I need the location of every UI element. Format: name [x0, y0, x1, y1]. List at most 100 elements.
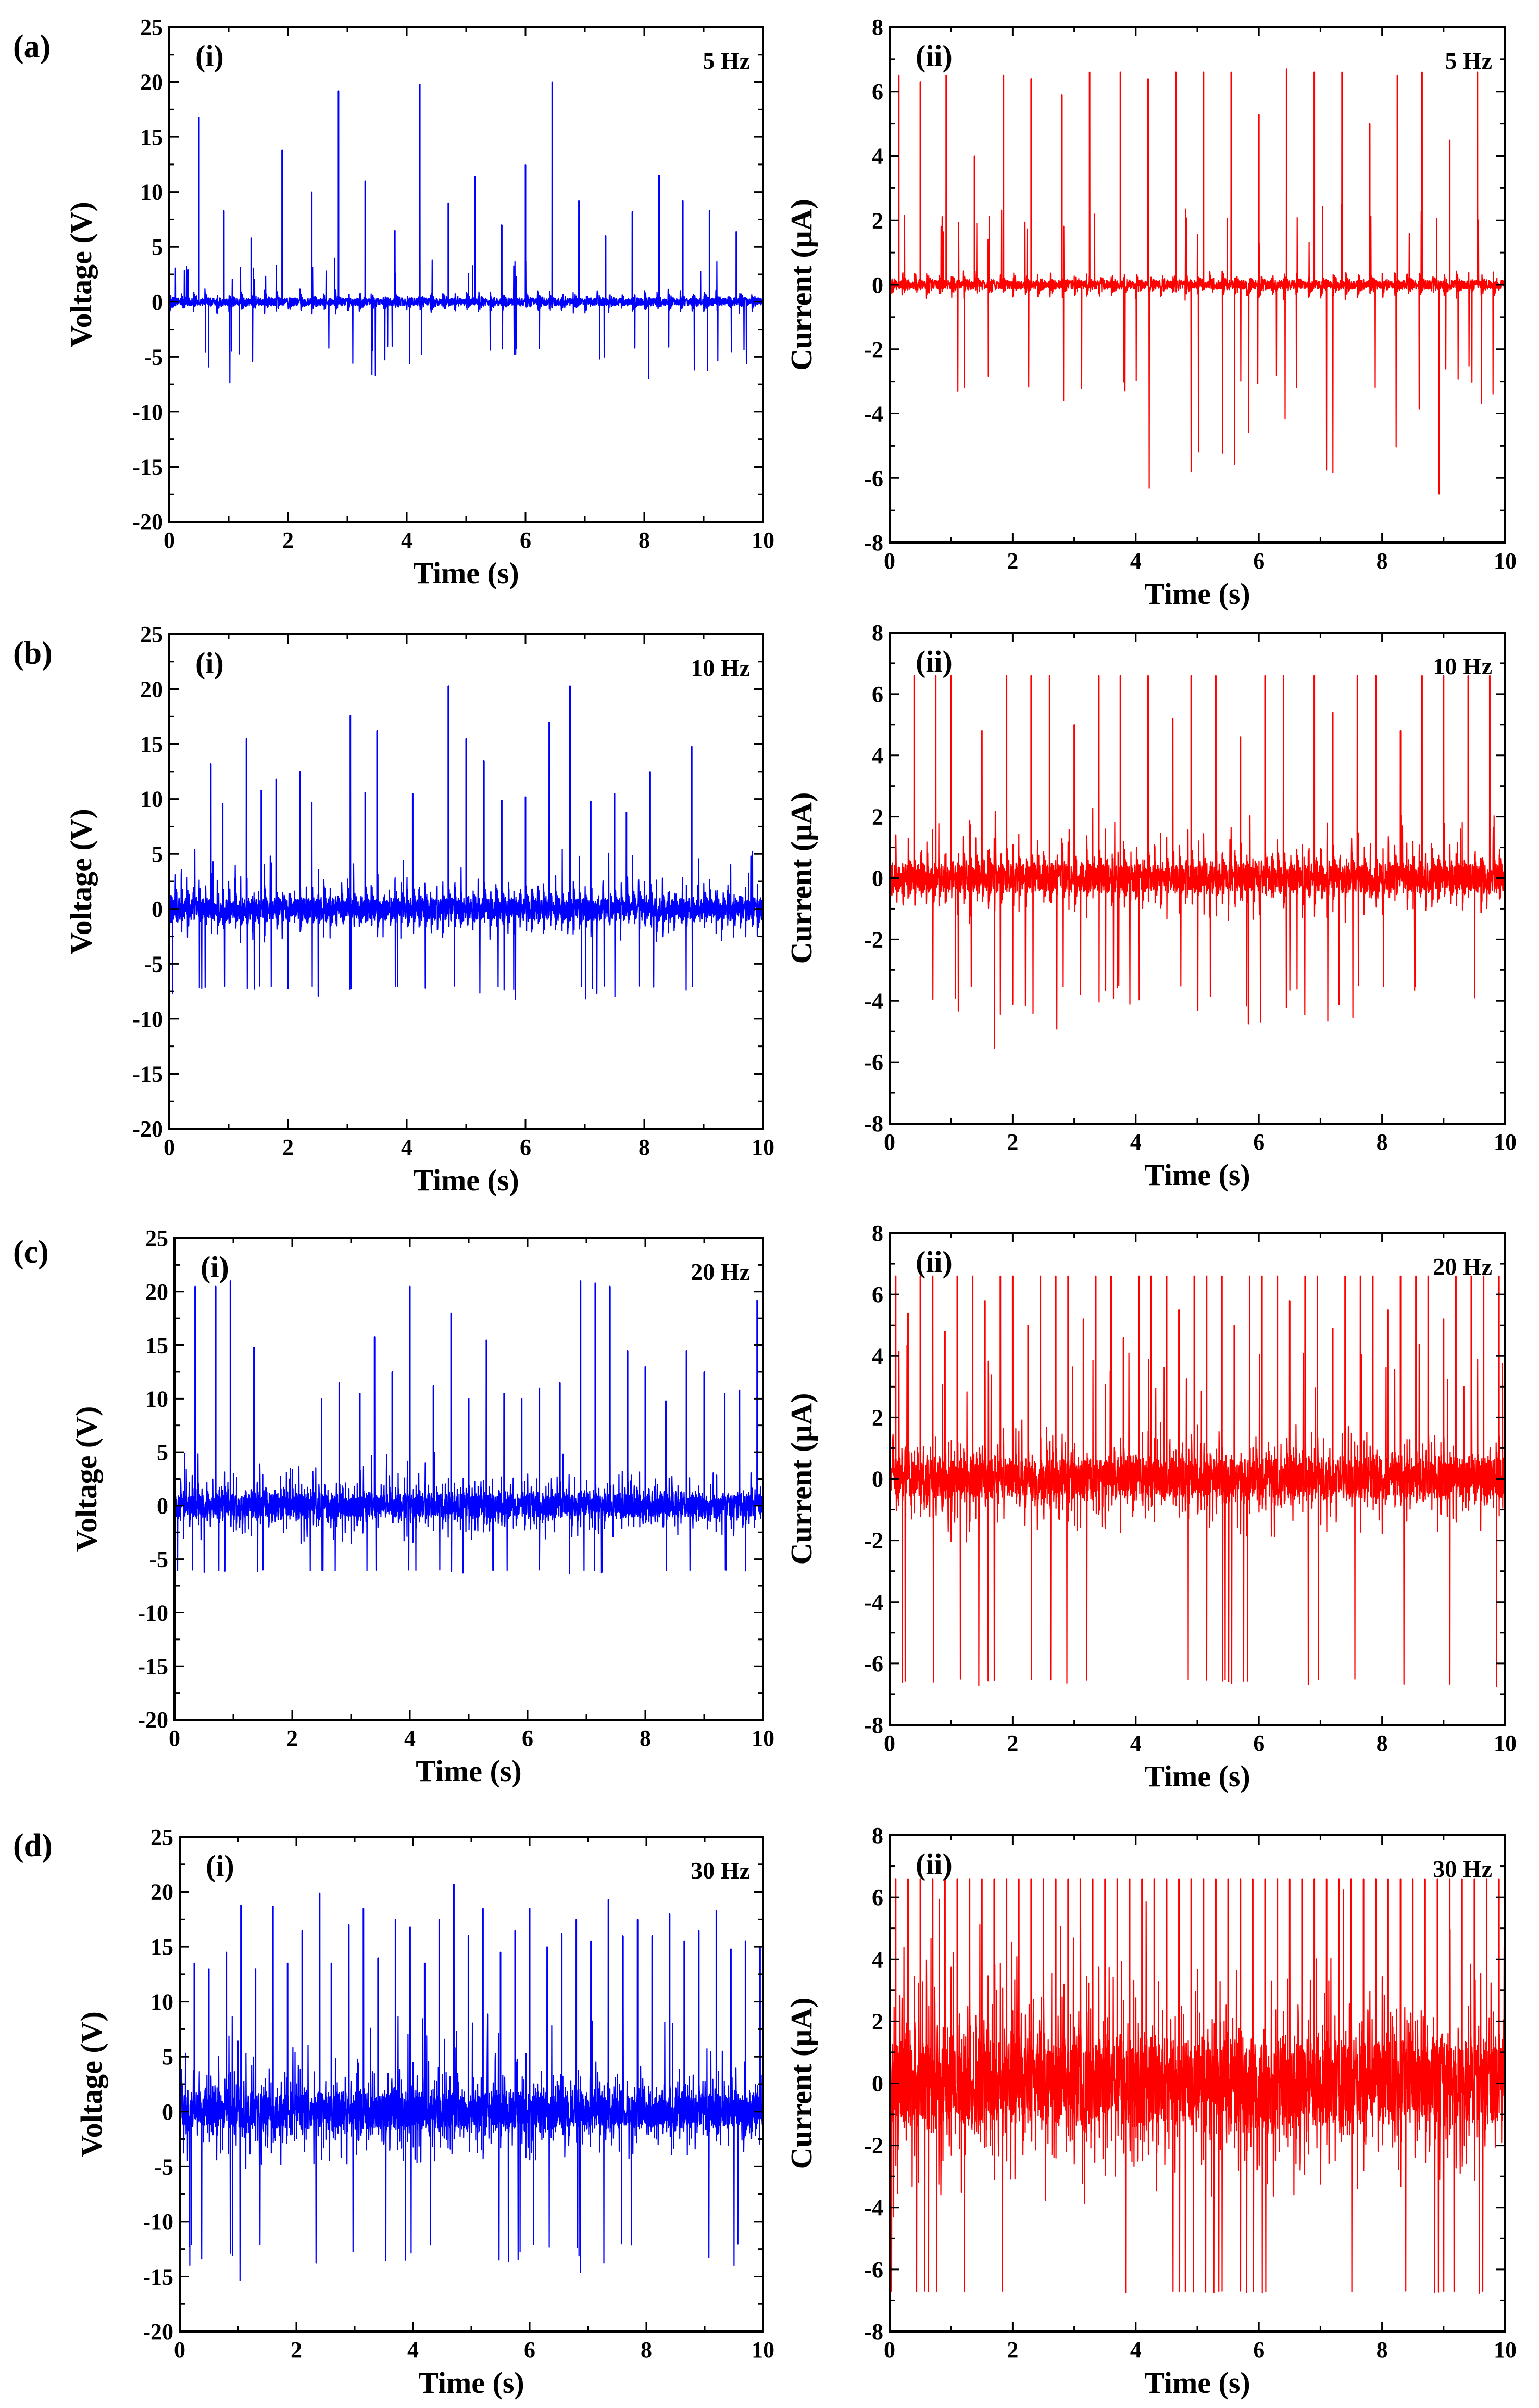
- x-tick-label: 2: [286, 1725, 298, 1751]
- y-tick-label: 25: [145, 1226, 168, 1251]
- x-axis-title: Time (s): [416, 1754, 522, 1788]
- x-tick-label: 8: [1377, 1129, 1388, 1155]
- x-tick-label: 2: [1007, 2337, 1018, 2363]
- x-tick-label: 10: [1494, 548, 1517, 574]
- sub-panel-label: (ii): [916, 39, 953, 73]
- y-axis-title: Voltage (V): [64, 809, 98, 954]
- chart-d-current: 0 2 4 6 8 10 -8 -6 -4 -2 0 2 4 6 8 Time (s) Current (μA)…: [784, 1823, 1517, 2400]
- sub-panel-label: (i): [195, 39, 224, 73]
- frequency-label: 20 Hz: [691, 1258, 750, 1285]
- y-tick-label: 15: [145, 1333, 168, 1358]
- y-tick-label: -2: [864, 2133, 883, 2159]
- x-tick-label: 10: [752, 1725, 774, 1751]
- y-tick-label: 15: [140, 124, 163, 150]
- x-axis-title: Time (s): [1144, 577, 1250, 611]
- y-tick-label: 6: [872, 1282, 883, 1307]
- y-tick-label: 0: [152, 289, 163, 315]
- x-tick-label: 6: [1253, 548, 1265, 574]
- x-tick-label: 0: [884, 548, 895, 574]
- x-tick-label: 6: [520, 527, 531, 553]
- y-tick-label: 0: [872, 272, 883, 298]
- x-tick-label: 0: [164, 1134, 175, 1160]
- y-axis-title: Current (μA): [784, 792, 818, 964]
- x-tick-label: 6: [522, 1725, 533, 1751]
- y-tick-label: -10: [143, 2209, 173, 2235]
- y-tick-label: 20: [151, 1880, 173, 1905]
- y-tick-label: 0: [872, 1467, 883, 1492]
- x-tick-label: 4: [401, 527, 412, 553]
- y-tick-label: 0: [152, 897, 163, 922]
- chart-c-voltage: 0 2 4 6 8 10 -20 -15 -10 -5 0 5 10 15 20 25 Time (s) Volt…: [69, 1226, 774, 1788]
- y-tick-label: 5: [152, 234, 163, 260]
- x-axis-title: Time (s): [1144, 1759, 1250, 1793]
- x-axis-title: Time (s): [413, 556, 519, 590]
- x-tick-label: 10: [1494, 2337, 1517, 2363]
- y-tick-label: 8: [872, 15, 883, 40]
- x-tick-label: 0: [164, 527, 175, 553]
- x-tick-label: 4: [1130, 1731, 1142, 1756]
- y-tick-label: -2: [864, 337, 883, 362]
- frequency-label: 5 Hz: [703, 47, 750, 74]
- y-axis-title: Voltage (V): [74, 2011, 108, 2157]
- x-tick-label: 4: [1130, 548, 1142, 574]
- signal-trace: [890, 675, 1505, 1050]
- signal-trace: [169, 81, 763, 384]
- y-axis-title: Voltage (V): [64, 201, 98, 347]
- signal-trace: [890, 1878, 1505, 2294]
- x-tick-label: 6: [1253, 2337, 1265, 2363]
- y-tick-label: -10: [132, 1006, 163, 1032]
- x-tick-label: 6: [1253, 1129, 1265, 1155]
- y-tick-label: -20: [132, 1116, 163, 1142]
- y-tick-label: -2: [864, 927, 883, 952]
- x-tick-label: 2: [1007, 548, 1018, 574]
- y-tick-label: 20: [145, 1279, 168, 1305]
- x-tick-label: 4: [407, 2337, 419, 2363]
- y-axis-title: Current (μA): [784, 1393, 818, 1565]
- sub-panel-label: (ii): [916, 645, 953, 678]
- y-axis-title: Current (μA): [784, 199, 818, 371]
- y-tick-label: 15: [140, 732, 163, 757]
- x-tick-label: 4: [1130, 1129, 1142, 1155]
- y-tick-label: 20: [140, 70, 163, 95]
- y-axis-title: Voltage (V): [69, 1406, 103, 1552]
- x-tick-label: 4: [404, 1725, 416, 1751]
- y-tick-label: 15: [151, 1934, 173, 1960]
- y-tick-label: 4: [872, 743, 883, 768]
- y-tick-label: -8: [864, 1111, 883, 1137]
- x-tick-label: 2: [1007, 1731, 1018, 1756]
- y-tick-label: 10: [145, 1386, 168, 1411]
- x-tick-label: 8: [641, 2337, 652, 2363]
- y-tick-label: 4: [872, 144, 883, 169]
- panel-label-b: (b): [13, 636, 53, 671]
- y-tick-label: 5: [157, 1440, 168, 1465]
- y-tick-label: -20: [132, 509, 163, 535]
- y-tick-label: -5: [154, 2154, 173, 2179]
- x-tick-label: 2: [282, 1134, 294, 1160]
- x-tick-label: 8: [640, 1725, 651, 1751]
- chart-a-voltage: 0 2 4 6 8 10 -20 -15 -10 -5 0 5 10 15 20 25 Time (s) Volt…: [64, 15, 774, 590]
- x-tick-label: 6: [524, 2337, 535, 2363]
- y-tick-label: 6: [872, 1885, 883, 1910]
- frequency-label: 20 Hz: [1433, 1253, 1492, 1280]
- y-tick-label: -6: [864, 465, 883, 491]
- y-tick-label: 2: [872, 804, 883, 830]
- y-tick-label: 25: [151, 1824, 173, 1850]
- chart-a-current: 0 2 4 6 8 10 -8 -6 -4 -2 0 2 4 6 8 Time (s) Current (μA)…: [784, 15, 1517, 611]
- signal-trace: [890, 1275, 1505, 1687]
- x-tick-label: 2: [1007, 1129, 1018, 1155]
- frequency-label: 10 Hz: [1433, 653, 1492, 679]
- y-tick-label: -15: [143, 2264, 173, 2289]
- sub-panel-label: (i): [206, 1849, 234, 1883]
- frequency-label: 30 Hz: [691, 1857, 750, 1884]
- panel-label-c: (c): [13, 1234, 49, 1270]
- chart-d-voltage: 0 2 4 6 8 10 -20 -15 -10 -5 0 5 10 15 20 25 Time (s) Volt…: [74, 1824, 774, 2400]
- x-tick-label: 8: [1377, 2337, 1388, 2363]
- sub-panel-label: (ii): [916, 1245, 953, 1279]
- x-tick-label: 8: [639, 1134, 650, 1160]
- y-tick-label: 0: [872, 2071, 883, 2097]
- y-tick-label: -15: [132, 1061, 163, 1087]
- y-tick-label: -5: [144, 951, 163, 977]
- x-tick-label: 0: [884, 2337, 895, 2363]
- x-tick-label: 8: [1377, 1731, 1388, 1756]
